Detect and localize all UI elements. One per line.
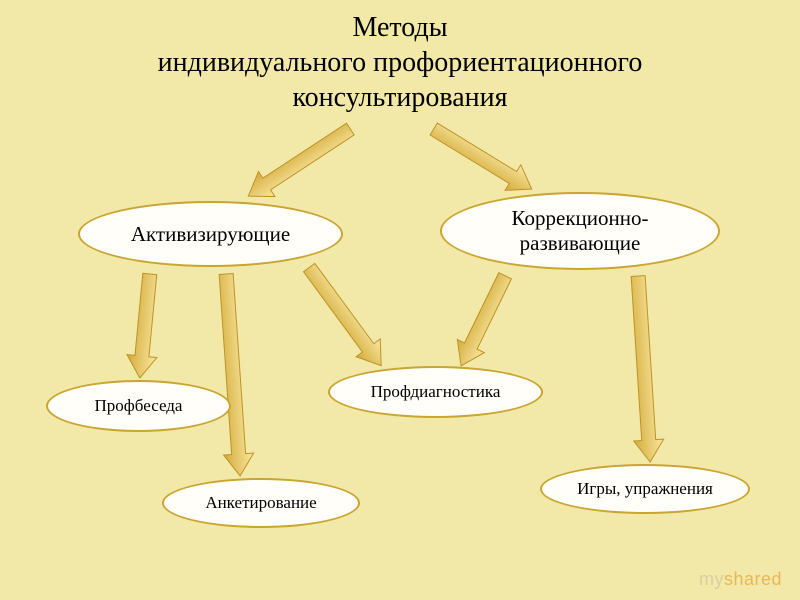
diagram-title: Методыиндивидуального профориентационног… [0,10,800,115]
arrow [423,114,542,205]
node-corrective: Коррекционно-развивающие [440,192,720,270]
arrow [445,267,521,376]
watermark: myshared [699,569,782,590]
node-profdiag: Профдиагностика [328,366,543,418]
arrow [237,114,361,212]
node-label: Коррекционно-развивающие [512,206,649,256]
node-games: Игры, упражнения [540,464,750,514]
arrow [294,256,396,377]
arrow [123,270,167,381]
node-anketa: Анкетирование [162,478,360,528]
node-label: Активизирующие [131,222,290,247]
node-activating: Активизирующие [78,201,343,267]
arrow [209,271,257,479]
node-label: Игры, упражнения [577,479,713,499]
node-label: Профбеседа [95,396,183,416]
node-profbeseda: Профбеседа [46,380,231,432]
node-label: Профдиагностика [371,382,501,402]
node-label: Анкетирование [205,493,316,513]
arrow [621,273,667,465]
